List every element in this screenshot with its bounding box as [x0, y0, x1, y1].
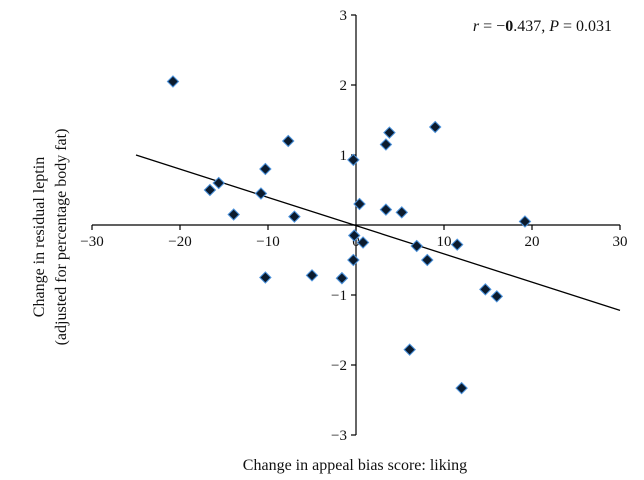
data-point: [395, 206, 409, 219]
y-axis-title-line1: Change in residual leptin: [31, 157, 48, 317]
trend-line: [135, 154, 621, 312]
data-point: [428, 120, 442, 134]
data-point: [379, 138, 393, 151]
y-tick-label: −1: [331, 288, 347, 304]
x-axis-title: Change in appeal bias score: liking: [243, 457, 467, 474]
data-points: [166, 75, 532, 395]
data-point: [347, 253, 360, 267]
axes-group: −30 −20 −10 0 10 20 30 −3 −2 −1 1 2 3: [80, 8, 627, 444]
x-tick-label: 30: [613, 234, 628, 250]
x-tick-label: −20: [168, 234, 191, 250]
data-point: [403, 343, 416, 356]
data-point: [450, 238, 464, 251]
data-point: [335, 271, 349, 285]
r-equals: = −: [479, 18, 505, 35]
data-point: [421, 253, 434, 267]
data-point: [347, 229, 361, 242]
data-point: [518, 215, 532, 228]
data-point: [259, 271, 272, 284]
x-tick-label: 20: [525, 234, 540, 250]
r-leading-zero: 0: [505, 18, 513, 35]
data-point: [259, 162, 272, 176]
data-point: [227, 208, 240, 221]
data-point: [353, 197, 366, 211]
y-tick-label: 3: [340, 8, 348, 24]
data-point: [166, 75, 180, 88]
data-point: [288, 210, 301, 223]
data-point: [254, 187, 268, 200]
data-point: [281, 134, 295, 148]
data-point: [212, 176, 225, 190]
p-value: = 0.031: [559, 18, 612, 35]
data-point: [305, 269, 319, 282]
data-point: [479, 283, 492, 296]
y-tick-label: 1: [340, 148, 348, 164]
x-tick-label: 10: [437, 234, 452, 250]
data-point: [490, 290, 504, 303]
y-axis-title-line2: (adjusted for percentage body fat): [53, 129, 70, 346]
correlation-annotation: r = −0.437, P = 0.031: [473, 18, 612, 35]
r-value: .437,: [513, 18, 549, 35]
r-symbol: r: [473, 18, 480, 35]
data-point: [356, 236, 370, 249]
x-tick-label: 0: [352, 234, 360, 250]
data-point: [383, 126, 396, 139]
p-symbol: P: [548, 18, 559, 35]
data-point: [347, 153, 360, 167]
y-tick-label: 2: [340, 78, 348, 94]
y-tick-label: −3: [331, 428, 347, 444]
data-point: [379, 203, 393, 216]
data-point: [203, 183, 217, 197]
x-tick-label: −30: [80, 234, 103, 250]
data-point: [455, 381, 468, 395]
x-tick-label: −10: [256, 234, 279, 250]
y-tick-label: −2: [331, 358, 347, 374]
data-point: [410, 239, 423, 253]
